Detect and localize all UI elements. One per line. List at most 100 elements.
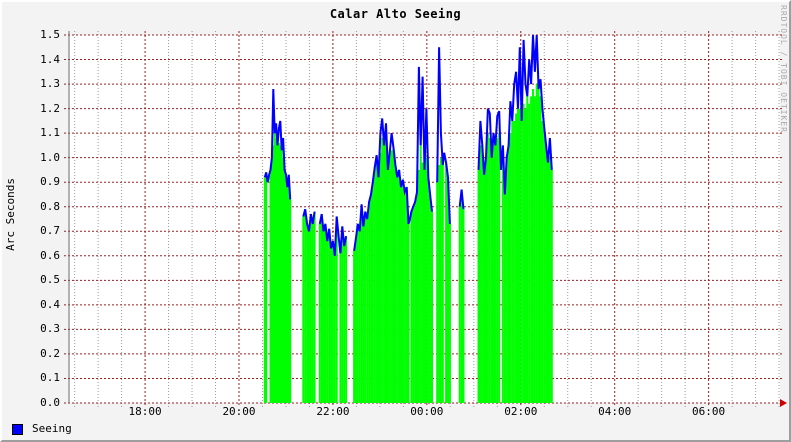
seeing-line bbox=[477, 34, 553, 195]
seeing-line bbox=[318, 213, 348, 256]
seeing-area-bar bbox=[539, 96, 542, 404]
seeing-area-bar bbox=[394, 165, 397, 403]
seeing-area-bar bbox=[403, 192, 406, 403]
y-tick-label: 0.5 bbox=[40, 273, 60, 287]
y-tick-label: 0.2 bbox=[40, 346, 60, 360]
seeing-area-bar bbox=[524, 108, 527, 403]
seeing-area-bar bbox=[286, 187, 289, 403]
seeing-line bbox=[436, 47, 451, 224]
y-tick-label: 0.3 bbox=[40, 322, 60, 336]
seeing-area-bar bbox=[287, 182, 290, 403]
seeing-area-bar bbox=[401, 179, 404, 403]
legend-label: Seeing bbox=[32, 422, 72, 435]
seeing-area-bar bbox=[265, 172, 268, 403]
seeing-area-bar bbox=[306, 223, 309, 403]
seeing-area-bar bbox=[388, 152, 391, 403]
seeing-area-bar bbox=[383, 145, 386, 403]
seeing-area-bar bbox=[370, 194, 372, 403]
x-tick-label: 06:00 bbox=[692, 405, 726, 418]
y-tick-label: 1.2 bbox=[40, 101, 60, 115]
seeing-area-bar bbox=[275, 138, 278, 403]
seeing-area-bar bbox=[416, 192, 418, 403]
seeing-area-bar bbox=[438, 165, 441, 403]
seeing-area-bar bbox=[407, 223, 410, 403]
seeing-area-bar bbox=[439, 157, 442, 403]
seeing-area-bar bbox=[548, 157, 551, 403]
seeing-area-bar bbox=[550, 169, 553, 403]
seeing-area-bar bbox=[392, 147, 395, 403]
seeing-area-bar bbox=[330, 248, 332, 403]
seeing-area-bar bbox=[345, 236, 348, 403]
seeing-area-bar bbox=[364, 211, 367, 403]
seeing-area-bar bbox=[537, 89, 540, 403]
seeing-area-bar bbox=[417, 169, 420, 403]
seeing-area-bar bbox=[379, 152, 382, 403]
seeing-area-bar bbox=[279, 145, 282, 403]
seeing-area-bar bbox=[431, 211, 433, 403]
seeing-area-bar bbox=[360, 219, 363, 403]
seeing-area-bar bbox=[412, 206, 415, 403]
seeing-area-bar bbox=[308, 231, 310, 403]
x-tick-label: 04:00 bbox=[598, 405, 632, 418]
y-tick-label: 0.4 bbox=[40, 297, 60, 311]
seeing-area-bar bbox=[498, 133, 501, 403]
seeing-area-bar bbox=[285, 174, 287, 403]
seeing-area-bar bbox=[427, 177, 430, 403]
seeing-area-bar bbox=[488, 138, 491, 403]
seeing-area-bar bbox=[313, 211, 316, 403]
seeing-area-bar bbox=[277, 142, 280, 403]
seeing-area-bar bbox=[333, 255, 336, 403]
seeing-area-bar bbox=[496, 138, 499, 403]
seeing-area-bar bbox=[398, 169, 401, 403]
seeing-area-bar bbox=[377, 177, 380, 403]
seeing-area-bar bbox=[276, 145, 279, 403]
seeing-line bbox=[458, 189, 465, 210]
seeing-area-bar bbox=[280, 150, 283, 403]
seeing-area-bar bbox=[501, 145, 504, 403]
seeing-line bbox=[353, 66, 433, 252]
seeing-area-bar bbox=[517, 108, 519, 403]
y-tick-label: 1.0 bbox=[40, 150, 60, 164]
seeing-area-bar bbox=[356, 223, 359, 403]
y-tick-label: 1.4 bbox=[40, 52, 60, 66]
seeing-area-bar bbox=[545, 145, 548, 403]
x-tick-label: 18:00 bbox=[128, 405, 162, 418]
seeing-area-bar bbox=[328, 228, 331, 403]
seeing-area-bar bbox=[541, 120, 544, 404]
seeing-area-bar bbox=[390, 150, 393, 403]
seeing-area-bar bbox=[423, 169, 426, 403]
seeing-area-bar bbox=[282, 157, 285, 403]
seeing-area-bar bbox=[385, 140, 387, 403]
seeing-area-bar bbox=[318, 223, 321, 403]
seeing-area-bar bbox=[547, 162, 549, 403]
seeing-area-bar bbox=[425, 157, 428, 403]
seeing-area-bar bbox=[460, 189, 463, 403]
seeing-area-bar bbox=[331, 241, 334, 403]
y-tick-label: 1.5 bbox=[40, 28, 60, 41]
seeing-area-bar bbox=[343, 246, 346, 403]
seeing-area-bar bbox=[269, 169, 272, 403]
seeing-area-bar bbox=[335, 216, 338, 403]
seeing-area-bar bbox=[486, 133, 489, 403]
seeing-area-bar bbox=[513, 120, 516, 404]
x-tick-label: 00:00 bbox=[410, 405, 444, 418]
rrdtool-credit: RRDTOOL / TOBI OETIKER bbox=[779, 5, 788, 133]
legend-swatch bbox=[12, 424, 23, 435]
seeing-area-bar bbox=[362, 226, 365, 403]
seeing-area-bar bbox=[445, 162, 448, 403]
seeing-area-bar bbox=[505, 157, 508, 403]
seeing-area-bar bbox=[339, 253, 342, 403]
seeing-area-bar bbox=[509, 133, 512, 403]
seeing-area-bar bbox=[535, 84, 538, 403]
seeing-area-bar bbox=[526, 96, 529, 404]
seeing-area-bar bbox=[324, 223, 327, 403]
y-tick-label: 0.7 bbox=[40, 224, 60, 238]
seeing-area-bar bbox=[503, 194, 506, 403]
seeing-area-bar bbox=[354, 238, 357, 403]
y-tick-label: 1.3 bbox=[40, 77, 60, 91]
seeing-area-bar bbox=[543, 128, 546, 403]
seeing-area-bar bbox=[447, 177, 449, 403]
seeing-area-bar bbox=[371, 182, 374, 403]
